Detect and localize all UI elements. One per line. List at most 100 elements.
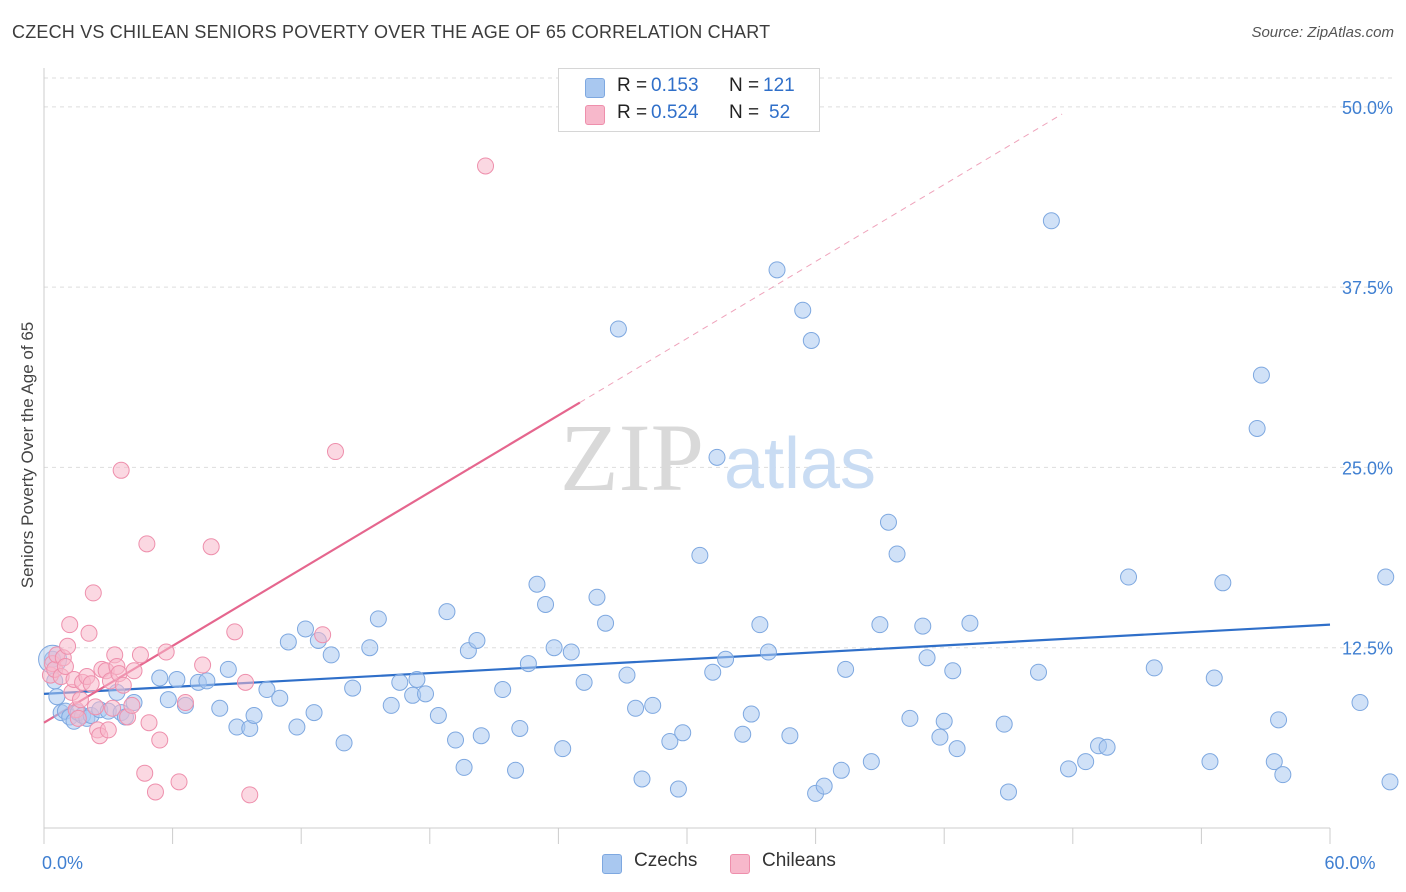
chilean-point <box>202 538 220 556</box>
czech-point <box>1265 753 1283 771</box>
czech-point <box>794 301 812 319</box>
chilean-point <box>176 694 194 712</box>
czech-point <box>429 707 447 724</box>
chilean-point <box>104 699 122 717</box>
czech-point <box>296 620 314 638</box>
chilean-point <box>236 673 254 691</box>
czech-point <box>862 753 880 771</box>
chilean-point <box>125 662 143 680</box>
watermark: ZIP atlas <box>560 404 876 511</box>
source-label: Source: ZipAtlas.com <box>1251 24 1394 41</box>
czech-point <box>708 448 726 466</box>
czech-point <box>871 616 889 634</box>
czech-point <box>691 546 709 564</box>
czech-point <box>507 761 525 779</box>
watermark-zip: ZIP <box>560 404 704 511</box>
chilean-trendline-extension <box>579 113 1063 403</box>
czech-point <box>417 685 435 703</box>
chilean-point <box>112 461 130 479</box>
watermark-atlas: atlas <box>724 424 876 504</box>
chilean-point <box>56 657 74 675</box>
czech-point <box>468 632 486 649</box>
chilean-point <box>131 646 149 664</box>
tick-labels: 12.5% 25.0% 37.5% 50.0% 0.0% 60.0% <box>42 98 1393 873</box>
y-tick-label: 25.0% <box>1342 458 1393 478</box>
czech-point <box>369 610 387 628</box>
czech-point <box>245 707 263 724</box>
czech-point <box>948 740 966 758</box>
czech-point <box>768 261 786 279</box>
czech-point <box>159 691 177 709</box>
y-axis-label: Seniors Poverty Over the Age of 65 <box>18 321 37 589</box>
czech-point <box>961 614 979 632</box>
czech-point <box>211 699 229 717</box>
chilean-point <box>151 731 169 749</box>
czech-point <box>472 727 490 745</box>
czech-point <box>914 617 932 635</box>
czech-point <box>1252 366 1270 384</box>
czech-point <box>545 639 563 657</box>
bottom-legend-label: Czechs <box>634 850 698 871</box>
czech-point <box>305 704 323 722</box>
chilean-swatch <box>585 105 605 125</box>
czech-point <box>447 731 465 749</box>
czech-point <box>935 712 953 730</box>
chilean-point <box>114 676 132 694</box>
chilean-point <box>226 623 244 641</box>
czech-point <box>271 689 289 707</box>
chilean-point <box>157 643 175 661</box>
chilean-point <box>123 696 141 714</box>
czech-point <box>258 681 276 699</box>
chilean-point <box>138 535 156 553</box>
y-tick-label: 12.5% <box>1342 639 1393 659</box>
legend-r-label: R = <box>617 102 648 123</box>
czech-point <box>1248 419 1266 437</box>
czech-swatch <box>585 78 605 98</box>
czech-point <box>633 770 651 788</box>
czech-point <box>494 681 512 699</box>
czech-point <box>335 734 353 752</box>
czech-point <box>1145 659 1163 677</box>
chilean-point <box>80 624 98 642</box>
czech-point <box>1351 694 1369 712</box>
czech-swatch <box>602 854 622 874</box>
legend-n-label: N = <box>729 102 760 123</box>
axes <box>43 68 1331 844</box>
czech-point <box>717 650 735 668</box>
chart-title: CZECH VS CHILEAN SENIORS POVERTY OVER TH… <box>12 22 771 42</box>
czech-trendline <box>43 623 1331 695</box>
czech-point <box>931 728 949 746</box>
czech-point <box>832 761 850 779</box>
czech-point <box>802 332 820 349</box>
chilean-point <box>136 764 154 782</box>
legend-r-value: 0.153 <box>651 75 699 96</box>
czech-point <box>588 588 606 606</box>
czech-point <box>1042 212 1060 230</box>
czech-point <box>759 643 777 661</box>
czech-point <box>48 688 66 706</box>
czech-point <box>674 724 692 742</box>
chilean-point <box>99 721 117 739</box>
czech-point <box>944 662 962 680</box>
czech-point <box>618 666 636 684</box>
czech-point <box>901 709 919 727</box>
chilean-point <box>59 637 77 655</box>
chilean-point <box>241 786 259 804</box>
czech-point <box>361 639 379 657</box>
y-tick-label: 50.0% <box>1342 98 1393 118</box>
czech-point <box>537 595 555 613</box>
legend-n-value: 121 <box>763 75 795 96</box>
czech-point <box>781 727 799 745</box>
czech-point <box>734 725 752 743</box>
czech-point <box>528 575 546 593</box>
czech-point <box>609 320 627 338</box>
czech-point <box>554 740 572 758</box>
czech-point <box>408 670 426 688</box>
chilean-point <box>82 675 100 693</box>
czech-point <box>888 545 906 563</box>
czech-point <box>198 672 216 690</box>
chilean-point <box>194 656 212 674</box>
czech-point <box>815 777 833 795</box>
czech-point <box>562 643 580 661</box>
